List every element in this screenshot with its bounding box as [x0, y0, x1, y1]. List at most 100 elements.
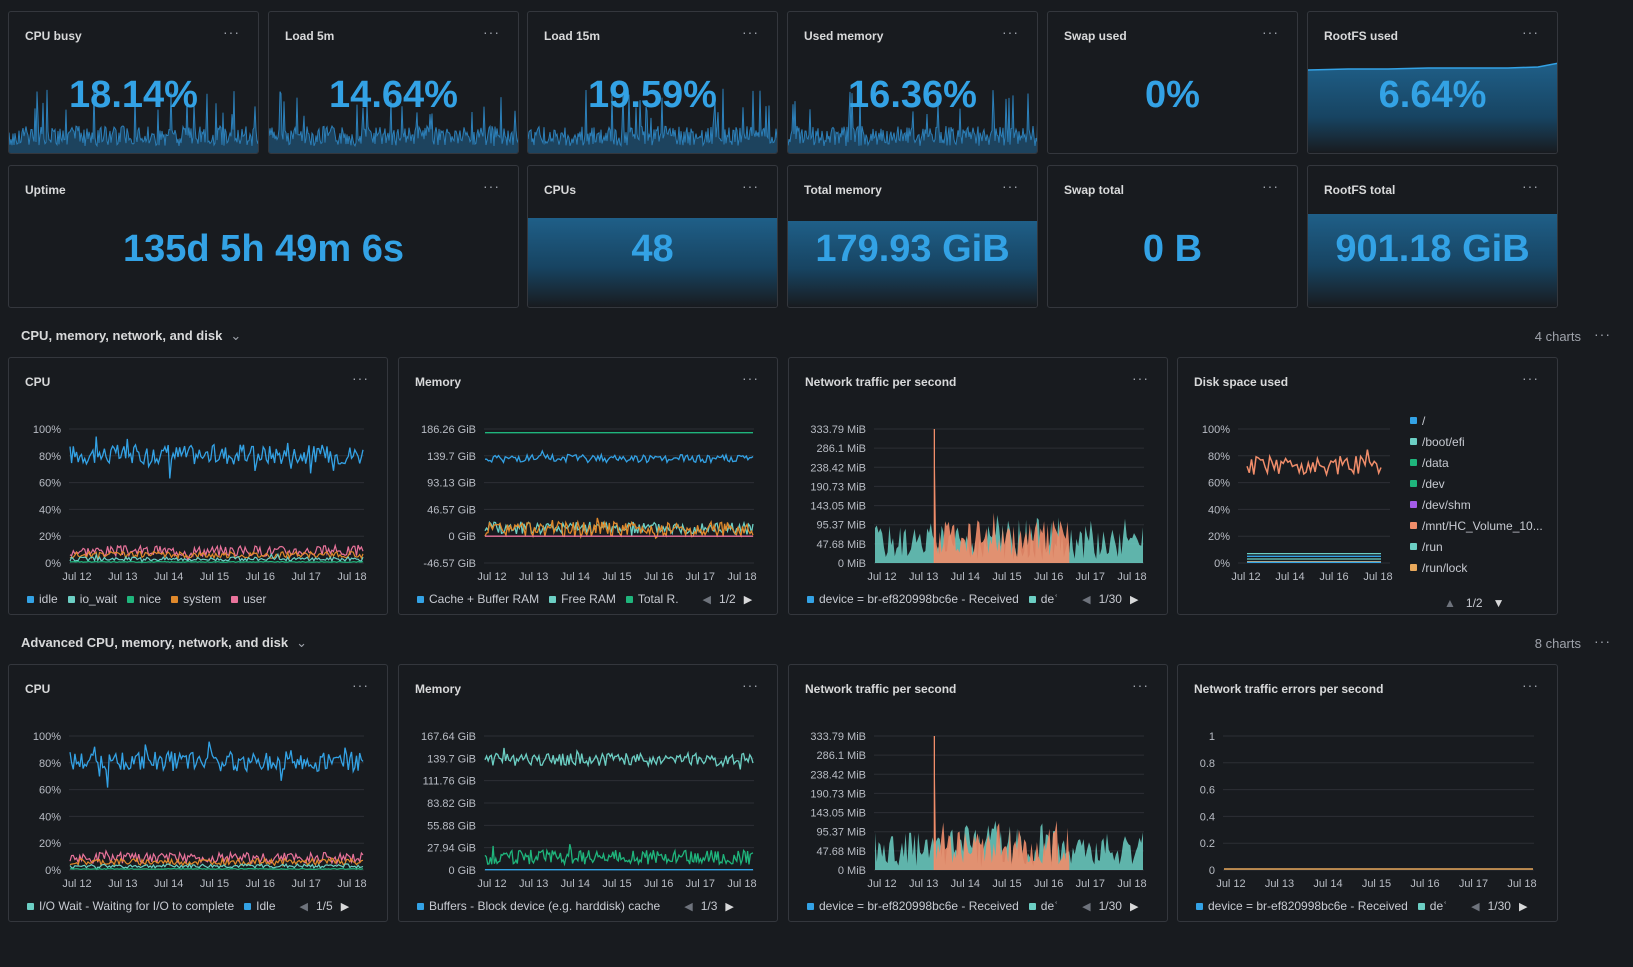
page-indicator: 1/30 [1098, 899, 1122, 913]
x-tick-label: Jul 12 [62, 878, 91, 890]
panel-menu-icon[interactable]: ··· [742, 677, 759, 693]
x-tick-label: Jul 17 [1459, 878, 1488, 890]
page-next-icon[interactable]: ▶ [743, 593, 753, 606]
legend-item[interactable]: /dev [1410, 473, 1543, 494]
section-chart-count: 8 charts [1534, 636, 1581, 651]
page-prev-icon[interactable]: ◀ [299, 900, 308, 913]
page-next-icon[interactable]: ▶ [1129, 593, 1139, 606]
legend-item[interactable]: deʿ [1028, 899, 1058, 913]
panel-menu-icon[interactable]: ··· [483, 178, 500, 194]
legend-item[interactable]: user [231, 592, 266, 606]
legend-item[interactable]: Buffers - Block device (e.g. harddisk) c… [417, 899, 660, 913]
chart-panel-cpu-advanced: CPU ··· 100% 80% 60% 40% 20% 0% Jul 12 Jul 13 Jul … [8, 664, 388, 922]
x-tick-label: Jul 14 [951, 878, 980, 890]
legend-item[interactable]: I/O Wait - Waiting for I/O to complete [27, 899, 234, 913]
legend-item[interactable]: Free RAM [549, 592, 616, 606]
y-tick-label: 0 MiB [838, 865, 866, 877]
panel-menu-icon[interactable]: ··· [1132, 677, 1149, 693]
page-prev-icon[interactable]: ◀ [702, 593, 712, 606]
legend-pager: ▲ 1/2 ▼ [1444, 596, 1504, 610]
x-tick-label: Jul 14 [1313, 878, 1342, 890]
page-up-icon[interactable]: ▲ [1444, 596, 1456, 610]
page-prev-icon[interactable]: ◀ [1082, 593, 1091, 606]
chart-plot: 100% 80% 60% 40% 20% 0%Jul 12 Jul 13 Jul 14 Jul … [33, 731, 367, 890]
legend-item[interactable]: / [1410, 410, 1543, 431]
panel-menu-icon[interactable]: ··· [1262, 24, 1279, 40]
panel-menu-icon[interactable]: ··· [742, 24, 759, 40]
legend-label: user [243, 592, 267, 606]
page-prev-icon[interactable]: ◀ [1082, 900, 1091, 913]
legend-item[interactable]: io_wait [67, 592, 117, 606]
legend-pager: ◀ 1/30 ▶ [1074, 592, 1146, 606]
x-tick-label: Jul 14 [951, 571, 980, 583]
y-tick-label: 40% [1208, 504, 1230, 516]
legend-item[interactable]: /boot/efi [1410, 431, 1543, 452]
panel-menu-icon[interactable]: ··· [1262, 178, 1279, 194]
panel-menu-icon[interactable]: ··· [352, 677, 369, 693]
legend-item[interactable]: idle [27, 592, 58, 606]
panel-menu-icon[interactable]: ··· [1522, 370, 1539, 386]
page-next-icon[interactable]: ▶ [1129, 900, 1139, 913]
panel-menu-icon[interactable]: ··· [1002, 24, 1019, 40]
chart-plot: 333.79 MiB 286.1 MiB 238.42 MiB 190.73 MiB 1… [810, 424, 1146, 583]
legend-item[interactable]: /data [1410, 452, 1543, 473]
panel-menu-icon[interactable]: ··· [1522, 677, 1539, 693]
page-next-icon[interactable]: ▶ [725, 900, 734, 913]
panel-menu-icon[interactable]: ··· [223, 24, 240, 40]
legend-item[interactable]: device = br-ef820998bc6e - Received [807, 899, 1019, 913]
legend-item[interactable]: system [171, 592, 221, 606]
legend-item[interactable]: deʿ [1417, 899, 1448, 913]
legend: device = br-ef820998bc6e - Received deʿ ◀ 1… [1196, 899, 1535, 913]
legend-label: /boot/efi [1422, 434, 1465, 449]
section-menu-icon[interactable]: ··· [1594, 633, 1611, 649]
legend-item[interactable]: device = br-ef820998bc6e - Received [1196, 899, 1408, 913]
stat-value: 0 B [1142, 228, 1203, 270]
panel-menu-icon[interactable]: ··· [1522, 24, 1539, 40]
panel-title: Swap used [1064, 29, 1127, 43]
page-prev-icon[interactable]: ◀ [1471, 900, 1480, 913]
legend-item[interactable]: nice [127, 592, 161, 606]
chevron-down-icon: ⌄ [296, 635, 307, 650]
legend-item[interactable]: Total R. [625, 592, 679, 606]
x-tick-label: Jul 18 [727, 878, 756, 890]
legend-item[interactable]: device = br-ef820998bc6e - Received [807, 592, 1019, 606]
legend-item[interactable]: /run/lock [1410, 557, 1543, 578]
legend-item[interactable]: /dev/shm [1410, 494, 1543, 515]
y-tick-label: 20% [39, 838, 61, 850]
page-prev-icon[interactable]: ◀ [684, 900, 693, 913]
page-next-icon[interactable]: ▶ [340, 900, 350, 913]
legend-item[interactable]: /mnt/HC_Volume_10... [1410, 515, 1543, 536]
section-menu-icon[interactable]: ··· [1594, 326, 1611, 342]
legend-item[interactable]: /run [1410, 536, 1543, 557]
legend: device = br-ef820998bc6e - Received deʿ ◀ 1… [807, 899, 1146, 913]
panel-menu-icon[interactable]: ··· [742, 370, 759, 386]
panel-menu-icon[interactable]: ··· [1132, 370, 1149, 386]
legend: Cache + Buffer RAM Free RAM Total R. ◀ 1/2 ▶ [417, 592, 760, 606]
page-down-icon[interactable]: ▼ [1492, 596, 1505, 610]
x-tick-label: Jul 15 [200, 571, 229, 583]
legend-item[interactable]: deʿ [1028, 592, 1058, 606]
panel-menu-icon[interactable]: ··· [742, 178, 759, 194]
section-header-advanced[interactable]: Advanced CPU, memory, network, and disk ⌄ [21, 635, 307, 651]
panel-menu-icon[interactable]: ··· [483, 24, 500, 40]
legend-swatch [417, 595, 424, 603]
panel-menu-icon[interactable]: ··· [1002, 178, 1019, 194]
section-header-basic[interactable]: CPU, memory, network, and disk ⌄ [21, 328, 241, 344]
legend-swatch [1196, 902, 1203, 910]
chart-plot: 186.26 GiB 139.7 GiB 93.13 GiB 46.57 GiB 0 G… [421, 424, 757, 583]
y-tick-label: 80% [39, 758, 61, 770]
x-tick-label: Jul 12 [62, 571, 91, 583]
legend-item[interactable]: Cache + Buffer RAM [417, 592, 539, 606]
sparkline [528, 88, 777, 153]
y-tick-label: 143.05 MiB [810, 501, 866, 513]
page-next-icon[interactable]: ▶ [1518, 900, 1528, 913]
legend-swatch [171, 595, 179, 603]
panel-menu-icon[interactable]: ··· [352, 370, 369, 386]
panel-title: CPU [25, 375, 51, 389]
panel-menu-icon[interactable]: ··· [1522, 178, 1539, 194]
legend-swatch [1410, 438, 1417, 445]
stat-value: 14.64% [329, 74, 458, 116]
legend-label: deʿ [1429, 899, 1448, 913]
legend: device = br-ef820998bc6e - Received deʿ ◀ 1… [807, 592, 1146, 606]
legend-item[interactable]: Idle [244, 899, 276, 913]
